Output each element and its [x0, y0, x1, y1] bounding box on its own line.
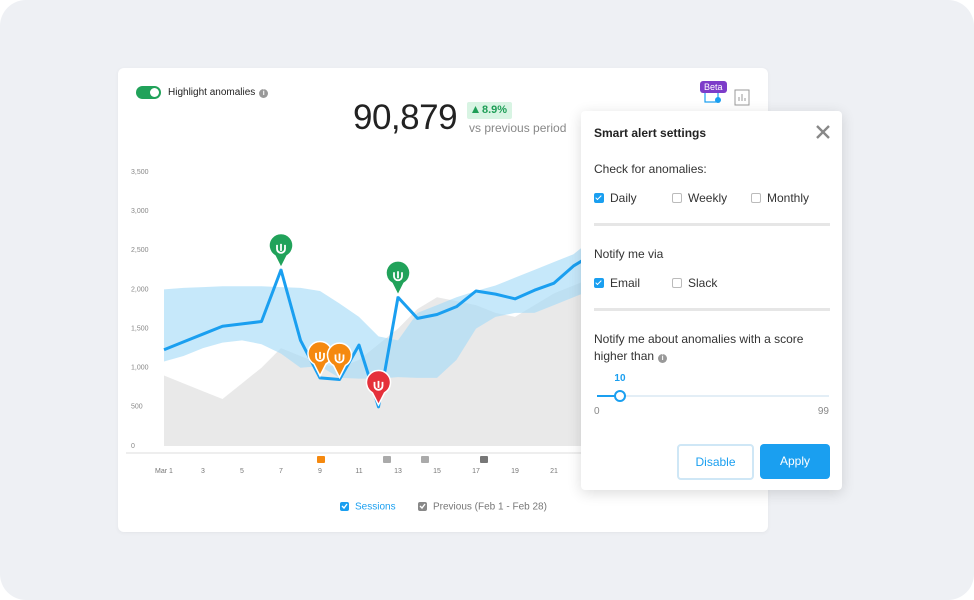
event-flag: [317, 456, 325, 463]
option-label[interactable]: Slack: [688, 276, 718, 290]
change-badge: 8.9%: [467, 102, 513, 119]
x-tick-label: 11: [355, 468, 362, 475]
x-tick-label: 9: [318, 468, 322, 475]
slider-value: 10: [614, 373, 626, 384]
y-tick-label: 3,500: [131, 169, 149, 176]
checkbox[interactable]: [594, 278, 604, 288]
x-tick-label: 3: [201, 468, 205, 475]
score-label-wrap: Notify me about anomalies with a score h…: [594, 331, 814, 365]
y-tick-label: 1,000: [131, 365, 149, 372]
headline-value: 90,879: [353, 98, 458, 137]
y-tick-label: 2,500: [131, 247, 149, 254]
close-button[interactable]: [816, 125, 830, 139]
y-tick-label: 0: [131, 443, 135, 450]
legend-check: [419, 503, 426, 510]
slider-max: 99: [817, 406, 829, 417]
legend-check: [341, 503, 348, 510]
change-value: 8.9%: [482, 104, 508, 116]
score-label: Notify me about anomalies with a score h…: [594, 332, 804, 363]
event-flag: [421, 456, 429, 463]
notify-label: Notify me via: [594, 247, 664, 261]
slider-min: 0: [594, 406, 600, 417]
legend-label: Sessions: [355, 502, 396, 513]
option-label[interactable]: Weekly: [688, 191, 728, 205]
info-icon[interactable]: i: [259, 89, 269, 98]
legend-label: Previous (Feb 1 - Feb 28): [433, 502, 547, 513]
anomaly-marker: [365, 369, 392, 407]
y-tick-label: 3,000: [131, 208, 149, 215]
option-label[interactable]: Monthly: [767, 191, 810, 205]
toggle-label-wrap: Highlight anomalies i: [168, 87, 269, 98]
report-icon[interactable]: [734, 89, 750, 106]
x-tick-label: 15: [433, 468, 441, 475]
disable-button[interactable]: Disable: [677, 444, 754, 480]
divider: [594, 223, 830, 226]
checkbox[interactable]: [672, 278, 682, 288]
slider-knob[interactable]: [614, 390, 627, 402]
x-tick-label: 17: [472, 468, 480, 475]
alert-panel: Smart alert settings Check for anomalies…: [581, 111, 842, 490]
marker-glyph: [315, 351, 325, 362]
slider-track: [597, 395, 829, 397]
anomaly-marker: [326, 342, 353, 380]
marker-glyph: [276, 243, 286, 254]
toggle-label: Highlight anomalies: [168, 87, 256, 98]
anomaly-toggle[interactable]: [136, 86, 161, 99]
info-icon[interactable]: i: [658, 354, 668, 363]
anomaly-marker: [268, 232, 294, 270]
panel-title: Smart alert settings: [594, 126, 707, 140]
y-tick-label: 2,000: [131, 286, 149, 293]
x-tick-label: 19: [511, 468, 519, 475]
marker-glyph: [393, 271, 403, 282]
option-label[interactable]: Daily: [610, 191, 637, 205]
x-tick-label: 21: [550, 468, 558, 475]
check-label: Check for anomalies:: [594, 162, 707, 176]
divider: [594, 308, 830, 311]
slider-fill: [597, 395, 621, 397]
anomaly-marker: [385, 260, 411, 297]
y-tick-label: 500: [131, 404, 143, 411]
alert-icon[interactable]: [704, 91, 721, 103]
option-label[interactable]: Email: [610, 276, 641, 290]
x-tick-label: 13: [394, 468, 402, 475]
up-arrow: [472, 106, 479, 113]
headline-caption: vs previous period: [469, 121, 567, 135]
beta-badge: Beta: [700, 81, 727, 93]
marker-glyph: [373, 380, 384, 391]
y-tick-label: 1,500: [131, 325, 149, 332]
event-flag: [480, 456, 488, 463]
event-flag: [383, 456, 391, 463]
checkbox[interactable]: [672, 193, 682, 203]
x-tick-label: 7: [279, 468, 283, 475]
marker-glyph: [334, 353, 345, 364]
apply-button[interactable]: Apply: [760, 444, 830, 479]
x-tick-label: 5: [240, 468, 244, 475]
x-tick-label: Mar 1: [155, 468, 173, 475]
checkbox[interactable]: [594, 193, 604, 203]
checkbox[interactable]: [751, 193, 761, 203]
